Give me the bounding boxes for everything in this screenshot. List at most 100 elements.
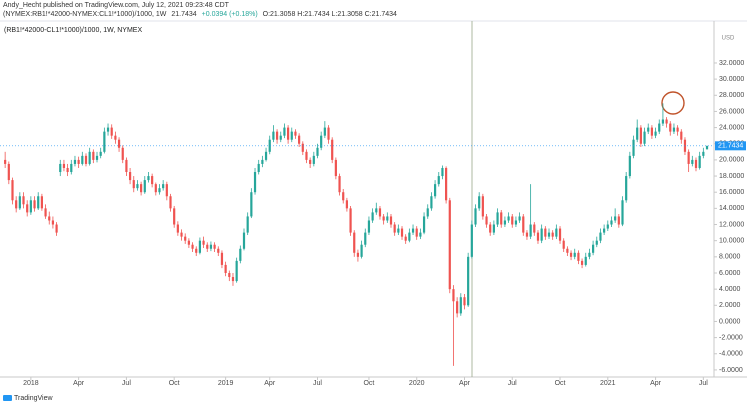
candle-body: [489, 224, 492, 233]
candle-body: [614, 216, 617, 221]
candle-body: [606, 224, 609, 229]
candle-body: [334, 159, 337, 177]
y-tick-label: 18.0000: [719, 173, 744, 180]
candle-body: [169, 196, 172, 209]
candle-body: [15, 200, 18, 209]
candle-body: [650, 127, 653, 136]
candle-body: [411, 228, 415, 233]
candle-body: [529, 224, 532, 237]
candle-body: [77, 159, 80, 164]
y-tick-label: 14.0000: [719, 205, 744, 212]
y-tick-label: 10.0000: [719, 238, 744, 245]
candle-body: [158, 188, 161, 193]
candle-body: [481, 196, 484, 217]
candle-body: [195, 248, 198, 253]
candle-body: [367, 220, 371, 233]
candle-body: [360, 244, 363, 257]
x-tick-label: Jul: [699, 380, 708, 387]
candle-body: [26, 204, 29, 213]
y-axis-label: USD: [722, 36, 735, 42]
candle-body: [70, 163, 73, 173]
candle-body: [500, 212, 503, 225]
candle-body: [239, 248, 242, 261]
candle-body: [338, 176, 341, 193]
candle-body: [286, 127, 290, 140]
candle-body: [485, 216, 488, 225]
candle-body: [448, 200, 451, 290]
candle-body: [492, 224, 495, 233]
ohlc: O:21.3058 H:21.7434 L:21.3058 C:21.7434: [263, 11, 397, 18]
candle-body: [165, 184, 168, 197]
x-tick-label: 2020: [409, 380, 425, 387]
candle-body: [536, 232, 540, 241]
candle-body: [698, 155, 701, 168]
candle-body: [316, 147, 319, 156]
candle-body: [235, 260, 238, 282]
candle-body: [474, 208, 477, 225]
candle-body: [584, 256, 587, 265]
candle-body: [647, 127, 650, 132]
candle-body: [298, 135, 301, 144]
candle-body: [441, 167, 444, 177]
candle-body: [595, 240, 598, 245]
candle-body: [599, 232, 602, 241]
last-price-label: 21.7434: [718, 143, 743, 150]
y-tick-label: 26.0000: [719, 108, 744, 115]
candle-body: [551, 232, 554, 237]
candle-body: [404, 236, 407, 241]
candle-body: [143, 180, 146, 193]
candle-body: [162, 184, 165, 189]
candle-body: [224, 264, 227, 273]
candle-body: [228, 272, 231, 278]
x-tick-label: 2018: [23, 380, 39, 387]
candle-body: [580, 260, 584, 265]
candle-body: [264, 151, 268, 160]
candle-body: [621, 200, 624, 225]
candle-body: [217, 248, 220, 253]
candle-body: [44, 208, 47, 217]
candle-body: [40, 196, 43, 209]
candle-body: [279, 135, 282, 140]
candle-body: [176, 224, 179, 233]
candle-body: [202, 240, 205, 245]
candle-body: [422, 216, 426, 233]
candle-body: [661, 119, 665, 124]
y-tick-label: 20.0000: [719, 157, 744, 164]
candle-body: [220, 252, 224, 265]
candle-body: [253, 172, 257, 193]
x-tick-label: Jul: [313, 380, 322, 387]
candle-body: [353, 232, 356, 253]
candle-body: [628, 155, 631, 177]
x-tick-label: Oct: [169, 380, 180, 387]
candle-body: [672, 127, 676, 132]
candle-body: [669, 123, 672, 132]
symbol-line: (NYMEX:RB1!*42000-NYMEX:CL1!*1000)/1000,…: [3, 11, 397, 18]
y-tick-label: 2.0000: [719, 302, 741, 309]
candle-body: [125, 159, 128, 173]
candle-body: [33, 200, 36, 209]
candle-body: [309, 159, 312, 164]
candle-body: [382, 216, 385, 221]
candle-body: [588, 252, 591, 257]
candle-body: [639, 127, 642, 144]
y-tick-label: 12.0000: [719, 221, 744, 228]
candle-body: [415, 228, 418, 237]
last-price-tag: [715, 141, 746, 151]
candle-body: [59, 163, 62, 173]
candle-body: [301, 143, 304, 152]
y-tick-label: 16.0000: [719, 189, 744, 196]
x-tick-label: Apr: [459, 380, 471, 387]
candle-body: [66, 167, 69, 173]
candle-body: [180, 232, 183, 237]
candle-body: [419, 232, 422, 237]
candle-body: [400, 228, 404, 237]
candle-body: [184, 236, 187, 241]
publisher-line: Andy_Hecht published on TradingView.com,…: [3, 2, 230, 9]
y-tick-label: 8.0000: [719, 254, 741, 261]
candle-body: [577, 252, 580, 261]
candle-body: [680, 131, 683, 140]
candle-body: [88, 151, 91, 164]
candle-body: [625, 176, 628, 201]
logo-icon: [3, 395, 12, 401]
